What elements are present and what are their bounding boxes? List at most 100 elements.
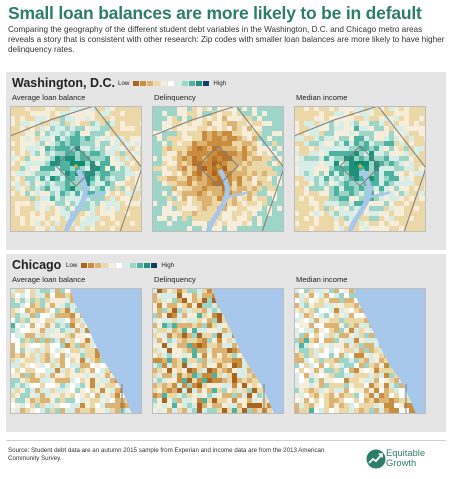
zip-area [247,221,252,226]
zip-area [177,216,184,223]
zip-area [324,343,330,349]
zip-area [227,328,232,333]
zip-area [95,393,101,398]
zip-area [20,111,27,117]
zip-area [95,211,102,217]
zip-area [212,338,219,344]
zip-area [349,156,354,163]
zip-area [15,333,20,338]
zip-area [110,388,116,395]
zip-area [257,136,264,142]
zip-area [15,398,22,405]
equitable-growth-logo[interactable]: Equitable Growth [366,446,448,474]
zip-area [105,378,110,383]
zip-area [304,338,311,345]
zip-area [237,111,242,118]
zip-area [152,363,158,369]
zip-area [399,408,406,413]
zip-area [167,141,172,146]
zip-area [115,196,122,202]
zip-area [374,171,379,177]
zip-area [299,388,306,393]
zip-area [309,116,315,121]
zip-area [384,211,390,218]
zip-area [324,111,330,116]
zip-area [25,106,31,112]
zip-area [202,186,207,192]
zip-area [70,151,76,158]
zip-area [324,156,329,163]
zip-area [130,226,135,232]
zip-area [45,221,50,227]
zip-area [359,308,365,313]
zip-area [404,166,409,171]
zip-area [197,318,204,323]
zip-area [50,328,56,334]
zip-area [65,161,70,167]
zip-area [409,221,416,226]
zip-area [227,116,232,123]
zip-area [364,216,371,222]
zip-area [157,196,163,201]
zip-area [197,348,202,353]
zip-area [197,166,202,173]
zip-area [212,353,217,359]
zip-area [192,136,198,142]
zip-area [409,176,414,181]
zip-area [172,131,177,137]
zip-area [85,388,92,394]
zip-area [247,116,252,123]
zip-area [359,343,365,349]
zip-area [329,216,334,222]
zip-area [40,206,47,212]
zip-area [192,293,199,300]
zip-area [222,408,228,414]
zip-area [314,338,319,345]
zip-area [120,226,126,231]
zip-area [40,288,46,294]
zip-area [309,373,314,378]
zip-area [60,308,67,313]
zip-area [399,146,406,153]
zip-area [304,298,311,303]
zip-area [65,318,70,323]
zip-area [212,161,218,166]
zip-area [207,121,212,127]
zip-area [409,111,414,118]
zip-area [25,333,30,339]
zip-area [399,403,404,410]
zip-area [399,111,406,117]
zip-area [364,383,370,388]
zip-area [35,161,40,168]
zip-area [40,353,45,359]
zip-area [187,363,193,370]
zip-area [344,338,350,344]
zip-area [35,141,42,148]
zip-area [379,408,386,414]
zip-area [30,323,37,328]
zip-area [359,313,365,320]
zip-area [294,136,299,141]
zip-area [197,298,203,305]
zip-area [354,201,359,207]
zip-area [157,313,162,320]
zip-area [319,403,325,409]
zip-area [40,176,47,182]
zip-area [309,403,314,409]
zip-area [60,333,66,340]
zip-area [40,121,46,127]
zip-area [20,116,26,122]
zip-area [55,176,60,182]
zip-area [75,378,80,384]
zip-area [339,221,344,226]
zip-area [329,211,334,218]
zip-area [212,388,219,394]
zip-area [217,121,224,128]
zip-area [192,181,197,187]
zip-area [329,131,335,136]
zip-area [65,116,71,123]
zip-area [197,388,202,394]
zip-area [95,126,102,133]
zip-area [202,221,209,227]
zip-area [324,116,331,123]
